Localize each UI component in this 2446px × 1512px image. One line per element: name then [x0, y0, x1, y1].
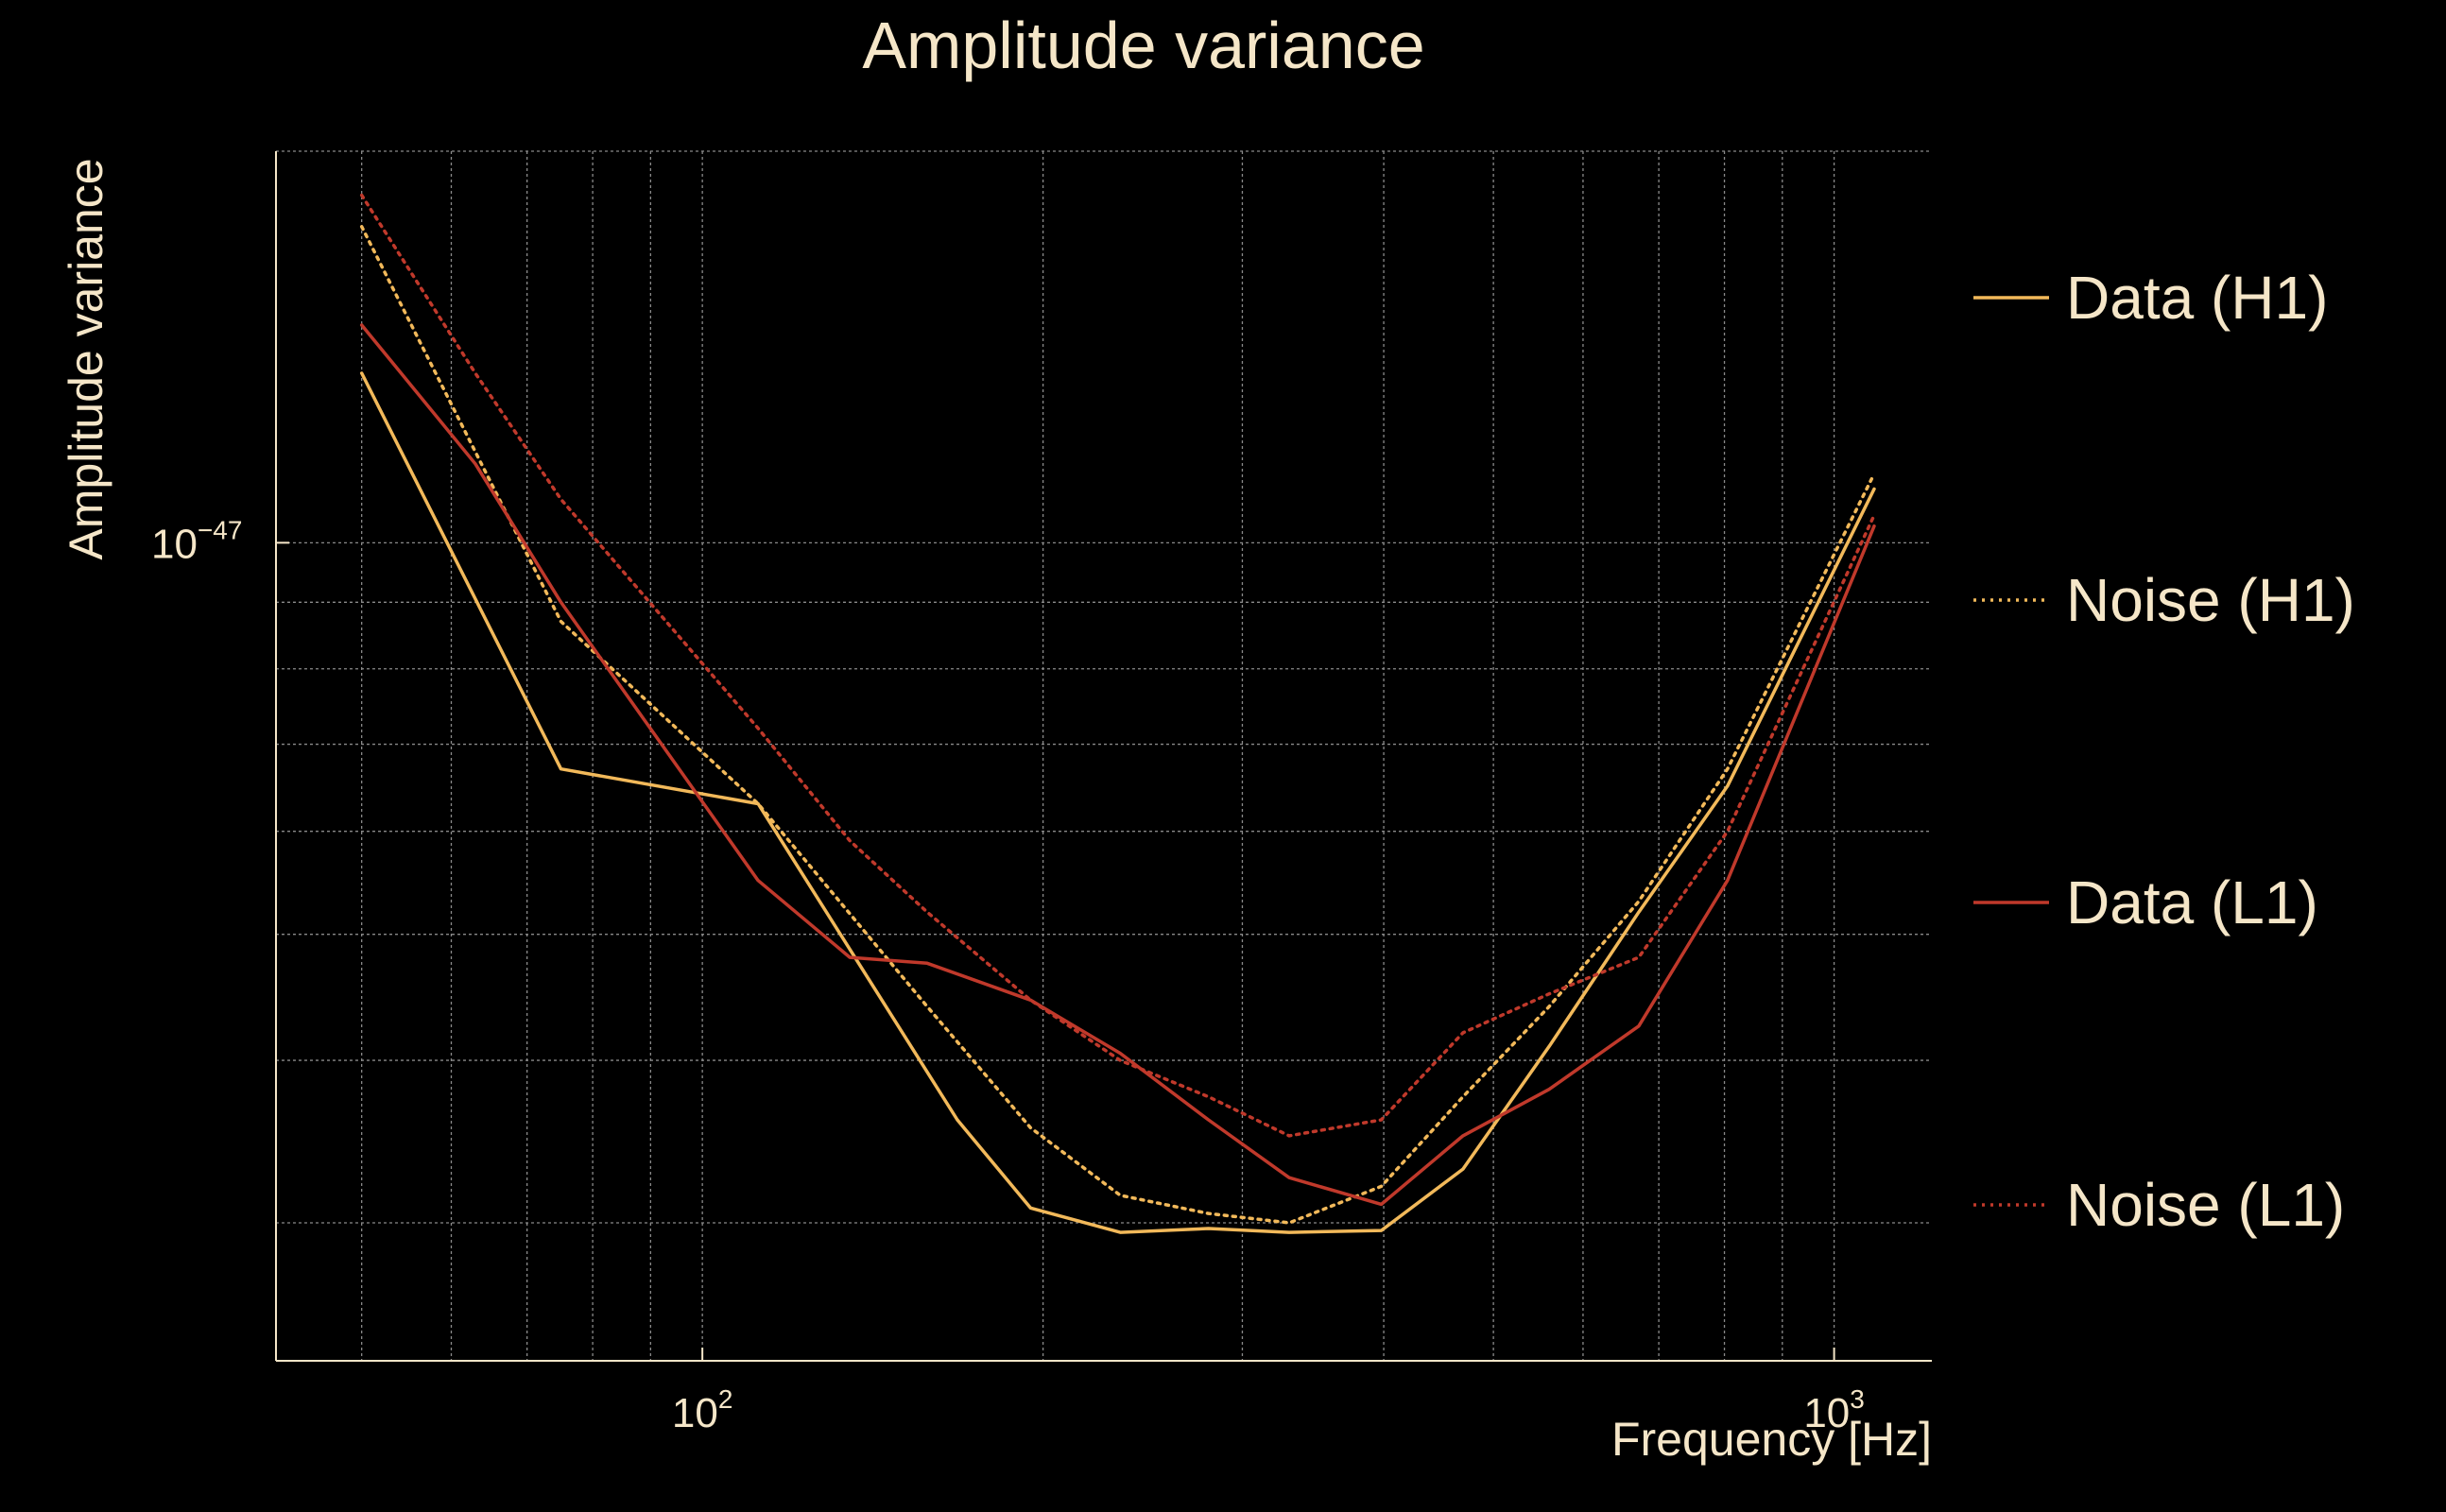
- legend-label-data-h1: Data (H1): [2066, 264, 2328, 332]
- chart-title: Amplitude variance: [862, 9, 1424, 82]
- series-line-data-h1: [359, 371, 1876, 1234]
- x-tick-exponent: 2: [718, 1384, 733, 1414]
- series-line-data-l1: [359, 323, 1876, 1207]
- legend-label-noise-l1: Noise (L1): [2066, 1171, 2345, 1239]
- y-tick-exponent: −47: [198, 515, 243, 544]
- legend-label-data-l1: Data (L1): [2066, 868, 2318, 936]
- series-line-noise-h1: [359, 225, 1876, 1225]
- x-axis-label: Frequency [Hz]: [1611, 1413, 1932, 1466]
- x-tick-exponent: 3: [1850, 1384, 1865, 1414]
- y-axis-label: Amplitude variance: [60, 158, 112, 559]
- legend-label-noise-h1: Noise (H1): [2066, 566, 2355, 634]
- grid-lines: [276, 150, 1932, 1361]
- series-lines: [359, 193, 1876, 1234]
- axes: [275, 151, 1932, 1362]
- series-line-noise-l1: [359, 193, 1876, 1138]
- legend: Data (H1) Noise (H1) Data (L1) Noise (L1): [1973, 264, 2355, 1239]
